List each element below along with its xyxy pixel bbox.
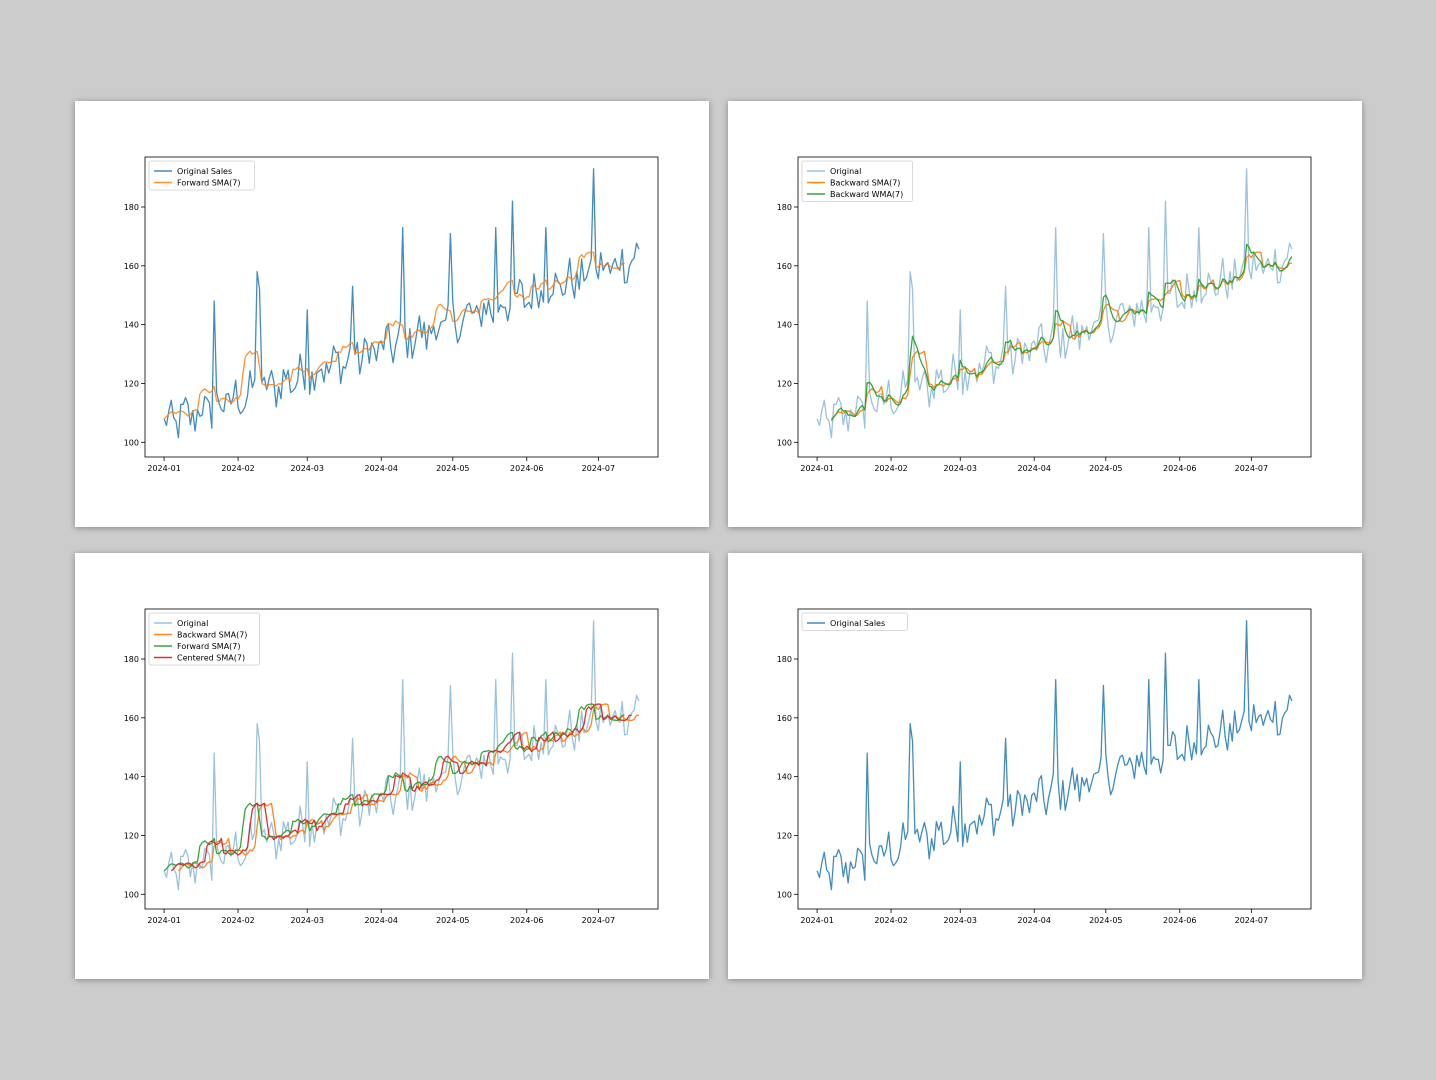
- plot-frame: [144, 156, 659, 458]
- legend: Original Backward SMA(7) Forward SMA(7) Cen…: [148, 612, 260, 666]
- y-tick-label: 100: [777, 438, 792, 447]
- x-tick-label: 2024-04: [364, 464, 397, 473]
- y-tick-label: 180: [124, 203, 139, 212]
- legend-label: Original Sales: [830, 619, 885, 628]
- x-tick-label: 2024-06: [510, 464, 543, 473]
- x-tick-label: 2024-06: [510, 916, 543, 925]
- x-tick-label: 2024-05: [1089, 916, 1122, 925]
- y-tick-label: 100: [124, 438, 139, 447]
- legend-label: Original: [177, 619, 208, 628]
- y-tick-label: 120: [777, 379, 792, 388]
- series-line-forward: [163, 251, 625, 420]
- y-tick-label: 140: [777, 773, 792, 782]
- x-tick-label: 2024-01: [800, 464, 833, 473]
- x-tick-label: 2024-07: [1235, 916, 1268, 925]
- x-tick-label: 2024-01: [147, 916, 180, 925]
- legend-label: Forward SMA(7): [177, 179, 241, 188]
- y-tick-label: 120: [124, 379, 139, 388]
- chart-panel-sma-comparison: 2024-01 2024-02 2024-03 2024-04 2024-05 2024-…: [75, 553, 709, 979]
- y-tick-label: 160: [124, 262, 139, 271]
- x-tick-label: 2024-06: [1163, 464, 1196, 473]
- x-tick-label: 2024-04: [364, 916, 397, 925]
- x-tick-label: 2024-04: [1017, 464, 1050, 473]
- legend-label: Backward SMA(7): [830, 179, 900, 188]
- series-line-backward: [177, 703, 639, 872]
- series-line-backward: [830, 251, 1292, 420]
- x-tick-label: 2024-06: [1163, 916, 1196, 925]
- legend: Original Backward SMA(7) Backward WMA(7): [801, 160, 913, 202]
- y-tick-label: 140: [124, 773, 139, 782]
- chart-backward-sma-wma: 2024-01 2024-02 2024-03 2024-04 2024-05 2024-…: [777, 156, 1312, 473]
- legend-box: [148, 160, 255, 191]
- x-tick-label: 2024-02: [221, 464, 254, 473]
- y-tick-label: 120: [124, 831, 139, 840]
- legend: Original Sales: [801, 612, 908, 631]
- x-tick-label: 2024-05: [436, 464, 469, 473]
- y-tick-label: 180: [124, 655, 139, 664]
- chart-sma-comparison: 2024-01 2024-02 2024-03 2024-04 2024-05 2024-…: [124, 608, 659, 925]
- chart-panel-backward-sma-wma: 2024-01 2024-02 2024-03 2024-04 2024-05 2024-…: [728, 101, 1362, 527]
- y-tick-label: 160: [124, 714, 139, 723]
- y-tick-label: 160: [777, 262, 792, 271]
- plot-frame: [797, 156, 1312, 458]
- chart-original-sales: 2024-01 2024-02 2024-03 2024-04 2024-05 2024-…: [777, 608, 1312, 925]
- x-tick-label: 2024-03: [944, 916, 977, 925]
- x-tick-label: 2024-02: [874, 464, 907, 473]
- y-tick-label: 100: [777, 890, 792, 899]
- x-tick-label: 2024-07: [582, 464, 615, 473]
- x-tick-label: 2024-01: [147, 464, 180, 473]
- y-tick-label: 140: [777, 321, 792, 330]
- x-tick-label: 2024-04: [1017, 916, 1050, 925]
- legend-box: [801, 612, 908, 631]
- series-line-forward: [163, 703, 625, 872]
- y-tick-label: 120: [777, 831, 792, 840]
- series-line-original: [816, 168, 1293, 439]
- x-tick-label: 2024-01: [800, 916, 833, 925]
- x-tick-label: 2024-03: [291, 464, 324, 473]
- plot-frame: [144, 608, 659, 910]
- legend-label: Original: [830, 167, 861, 176]
- y-tick-label: 180: [777, 655, 792, 664]
- x-tick-label: 2024-07: [582, 916, 615, 925]
- chart-panel-forward-sma: 2024-01 2024-02 2024-03 2024-04 2024-05 2024-…: [75, 101, 709, 527]
- legend-label: Centered SMA(7): [177, 654, 245, 663]
- x-tick-label: 2024-02: [874, 916, 907, 925]
- x-tick-label: 2024-05: [436, 916, 469, 925]
- legend-label: Backward WMA(7): [830, 190, 903, 199]
- series-line-centered: [170, 703, 632, 872]
- x-tick-label: 2024-03: [291, 916, 324, 925]
- legend-label: Backward SMA(7): [177, 631, 247, 640]
- x-tick-label: 2024-03: [944, 464, 977, 473]
- x-tick-label: 2024-05: [1089, 464, 1122, 473]
- series-line-wma: [830, 243, 1293, 422]
- y-tick-label: 180: [777, 203, 792, 212]
- chart-forward-sma: 2024-01 2024-02 2024-03 2024-04 2024-05 2024-…: [124, 156, 659, 473]
- y-tick-label: 100: [124, 890, 139, 899]
- y-tick-label: 140: [124, 321, 139, 330]
- x-tick-label: 2024-02: [221, 916, 254, 925]
- legend-label: Original Sales: [177, 167, 232, 176]
- legend: Original Sales Forward SMA(7): [148, 160, 255, 191]
- chart-panel-original-sales: 2024-01 2024-02 2024-03 2024-04 2024-05 2024-…: [728, 553, 1362, 979]
- y-tick-label: 160: [777, 714, 792, 723]
- legend-box: [801, 160, 913, 202]
- x-tick-label: 2024-07: [1235, 464, 1268, 473]
- legend-box: [148, 612, 260, 666]
- legend-label: Forward SMA(7): [177, 642, 241, 651]
- series-line-original: [816, 620, 1293, 891]
- plot-frame: [797, 608, 1312, 910]
